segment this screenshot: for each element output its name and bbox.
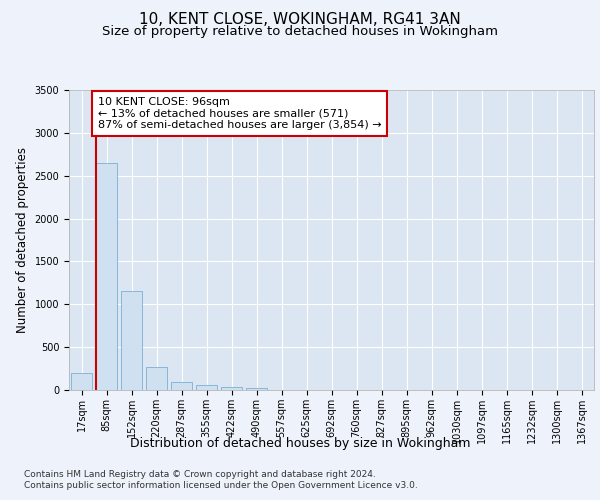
Text: Size of property relative to detached houses in Wokingham: Size of property relative to detached ho… xyxy=(102,25,498,38)
Bar xyxy=(121,292,142,390)
Y-axis label: Number of detached properties: Number of detached properties xyxy=(16,147,29,333)
Bar xyxy=(71,373,92,390)
Bar xyxy=(221,387,242,390)
Bar xyxy=(146,368,167,390)
Text: 10 KENT CLOSE: 96sqm
← 13% of detached houses are smaller (571)
87% of semi-deta: 10 KENT CLOSE: 96sqm ← 13% of detached h… xyxy=(98,97,382,130)
Bar xyxy=(96,163,117,390)
Text: Contains public sector information licensed under the Open Government Licence v3: Contains public sector information licen… xyxy=(24,481,418,490)
Text: Contains HM Land Registry data © Crown copyright and database right 2024.: Contains HM Land Registry data © Crown c… xyxy=(24,470,376,479)
Bar xyxy=(246,388,267,390)
Text: Distribution of detached houses by size in Wokingham: Distribution of detached houses by size … xyxy=(130,438,470,450)
Text: 10, KENT CLOSE, WOKINGHAM, RG41 3AN: 10, KENT CLOSE, WOKINGHAM, RG41 3AN xyxy=(139,12,461,28)
Bar xyxy=(196,386,217,390)
Bar xyxy=(171,382,192,390)
